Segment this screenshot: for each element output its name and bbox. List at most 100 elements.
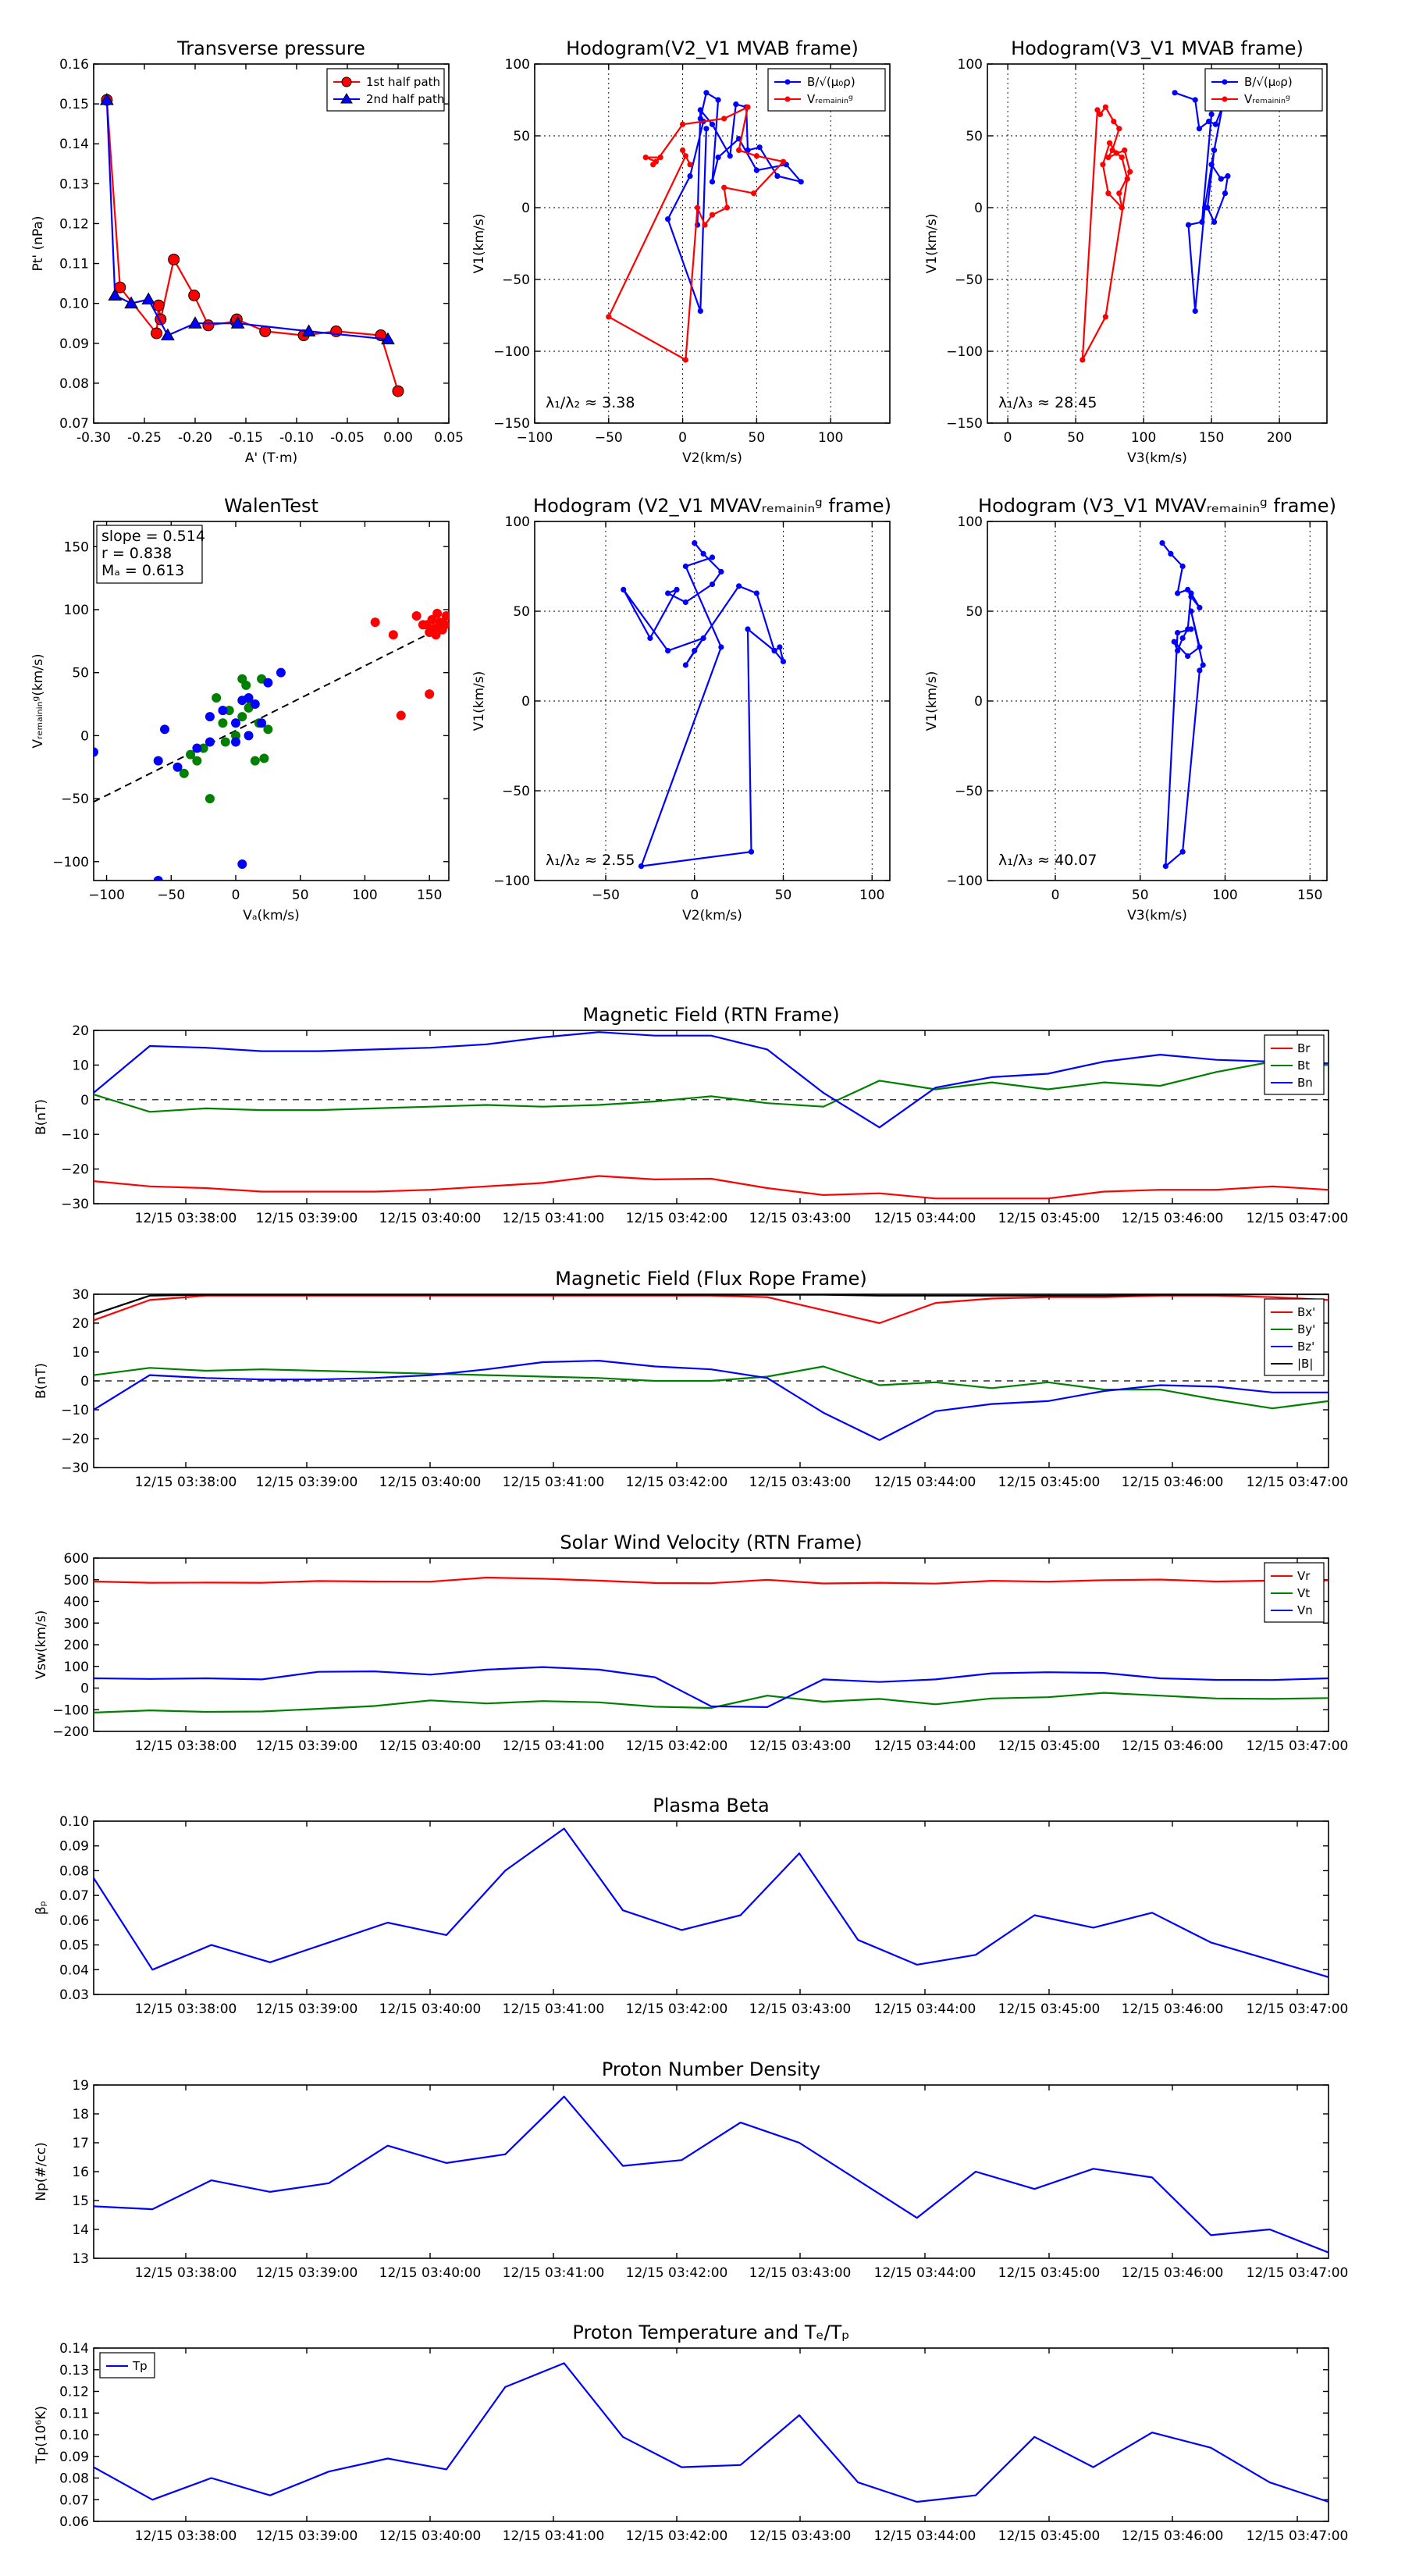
legend-label: |B| — [1297, 1357, 1313, 1371]
y-tick-label: 200 — [64, 1638, 89, 1653]
data-point — [1206, 119, 1212, 125]
eigenvalue-ratio: λ₁/λ₃ ≈ 28.45 — [998, 394, 1097, 411]
data-point — [745, 626, 751, 632]
x-tick-label: 12/15 03:43:00 — [749, 2528, 852, 2544]
data-point — [1172, 90, 1178, 96]
data-point — [750, 190, 757, 197]
data-point — [682, 153, 688, 159]
data-point — [1199, 219, 1205, 225]
data-point — [733, 101, 739, 108]
y-tick-label: 0.10 — [59, 297, 89, 312]
stats-line: Mₐ = 0.613 — [101, 562, 184, 579]
data-point — [753, 167, 759, 173]
y-tick-label: 50 — [966, 604, 983, 620]
y-tick-label: 0.11 — [59, 2406, 89, 2421]
data-point — [1188, 626, 1194, 632]
data-point — [179, 768, 189, 778]
x-tick-label: 50 — [1132, 888, 1149, 903]
x-tick-label: -0.05 — [330, 430, 365, 446]
x-tick-label: 100 — [859, 888, 884, 903]
legend-marker — [1222, 79, 1228, 85]
legend-label: Bx' — [1297, 1305, 1315, 1319]
x-tick-label: −50 — [592, 888, 620, 903]
data-point — [1159, 540, 1165, 546]
data-point — [657, 155, 663, 161]
data-point — [370, 617, 380, 628]
y-tick-label: −30 — [61, 1197, 89, 1212]
plot-content — [100, 92, 404, 397]
y-tick-label: 0.10 — [59, 2428, 89, 2443]
y-tick-label: −30 — [61, 1461, 89, 1476]
data-point — [257, 718, 267, 728]
y-tick-label: 0.03 — [59, 1987, 89, 2003]
y-tick-label: 0.06 — [59, 1913, 89, 1929]
data-point — [674, 586, 680, 593]
y-tick-label: 100 — [958, 514, 983, 530]
x-tick-label: -0.30 — [76, 430, 111, 446]
stats-box — [96, 525, 203, 584]
data-point — [440, 620, 449, 630]
x-tick-label: 150 — [1297, 888, 1322, 903]
y-tick-label: 0.15 — [59, 97, 89, 112]
x-axis-label: V3(km/s) — [1127, 908, 1187, 923]
x-tick-label: 12/15 03:44:00 — [874, 2265, 976, 2281]
y-tick-label: −100 — [52, 1703, 89, 1718]
y-tick-label: 0.09 — [59, 2450, 89, 2465]
data-point — [721, 184, 727, 190]
x-tick-label: 12/15 03:39:00 — [256, 1211, 358, 1226]
x-tick-label: 12/15 03:45:00 — [998, 2265, 1101, 2281]
fit-line — [94, 623, 449, 803]
data-point — [703, 126, 710, 132]
x-tick-label: 50 — [1067, 430, 1084, 446]
chart-title: Proton Temperature and Tₑ/Tₚ — [572, 2322, 849, 2343]
data-point — [1105, 190, 1112, 197]
x-tick-label: 12/15 03:41:00 — [503, 1211, 605, 1226]
data-point — [205, 712, 215, 722]
y-tick-label: 0.07 — [59, 1888, 89, 1904]
data-point — [1100, 162, 1106, 168]
y-axis-label: V1(km/s) — [471, 671, 487, 731]
stats-line: r = 0.838 — [101, 545, 172, 562]
x-tick-label: 12/15 03:43:00 — [749, 1211, 852, 1226]
x-tick-label: 12/15 03:44:00 — [874, 2528, 976, 2544]
x-tick-label: 0 — [690, 888, 699, 903]
data-point — [231, 718, 240, 728]
data-point — [1192, 97, 1198, 103]
x-tick-label: 12/15 03:39:00 — [256, 2528, 358, 2544]
plot-content — [94, 1827, 1329, 1978]
x-tick-label: −100 — [517, 430, 553, 446]
data-point — [1119, 205, 1125, 211]
y-tick-label: 0.13 — [59, 2363, 89, 2379]
chart-title: Hodogram (V3_V1 MVAVᵣₑₘₐᵢₙᵢₙᵍ frame) — [978, 495, 1336, 517]
y-tick-label: 0.08 — [59, 376, 89, 392]
y-tick-label: 19 — [72, 2078, 89, 2094]
x-tick-label: 12/15 03:46:00 — [1122, 2265, 1224, 2281]
data-point — [192, 743, 202, 753]
data-point — [777, 644, 783, 650]
y-tick-label: 500 — [64, 1573, 89, 1589]
data-point — [1122, 147, 1128, 153]
data-point — [161, 328, 175, 341]
y-tick-label: 300 — [64, 1616, 89, 1631]
data-point — [1196, 126, 1203, 132]
x-tick-label: 12/15 03:39:00 — [256, 2001, 358, 2017]
data-point — [1201, 205, 1208, 211]
data-point — [692, 540, 698, 546]
x-tick-label: 50 — [775, 888, 792, 903]
y-tick-label: 13 — [72, 2251, 89, 2267]
data-point — [224, 706, 234, 716]
data-point — [1208, 162, 1215, 168]
data-point — [427, 614, 437, 624]
chart-title: Proton Number Density — [602, 2058, 820, 2080]
legend-marker — [340, 93, 353, 104]
data-point — [709, 581, 716, 588]
data-point — [301, 324, 316, 336]
y-tick-label: 0.07 — [59, 2492, 89, 2508]
chart-title: WalenTest — [224, 495, 318, 517]
data-point — [687, 162, 693, 168]
series-line-beta — [94, 1827, 1329, 1978]
data-point — [1218, 176, 1224, 182]
legend-marker — [341, 76, 352, 87]
data-point — [718, 568, 724, 575]
plot-content — [94, 2095, 1329, 2254]
